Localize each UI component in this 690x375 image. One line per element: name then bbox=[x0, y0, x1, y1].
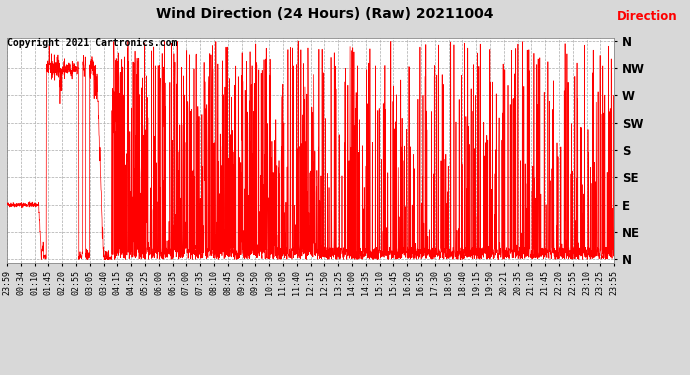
Text: Direction: Direction bbox=[617, 10, 678, 24]
Text: Wind Direction (24 Hours) (Raw) 20211004: Wind Direction (24 Hours) (Raw) 20211004 bbox=[155, 8, 493, 21]
Text: Copyright 2021 Cartronics.com: Copyright 2021 Cartronics.com bbox=[7, 38, 177, 48]
